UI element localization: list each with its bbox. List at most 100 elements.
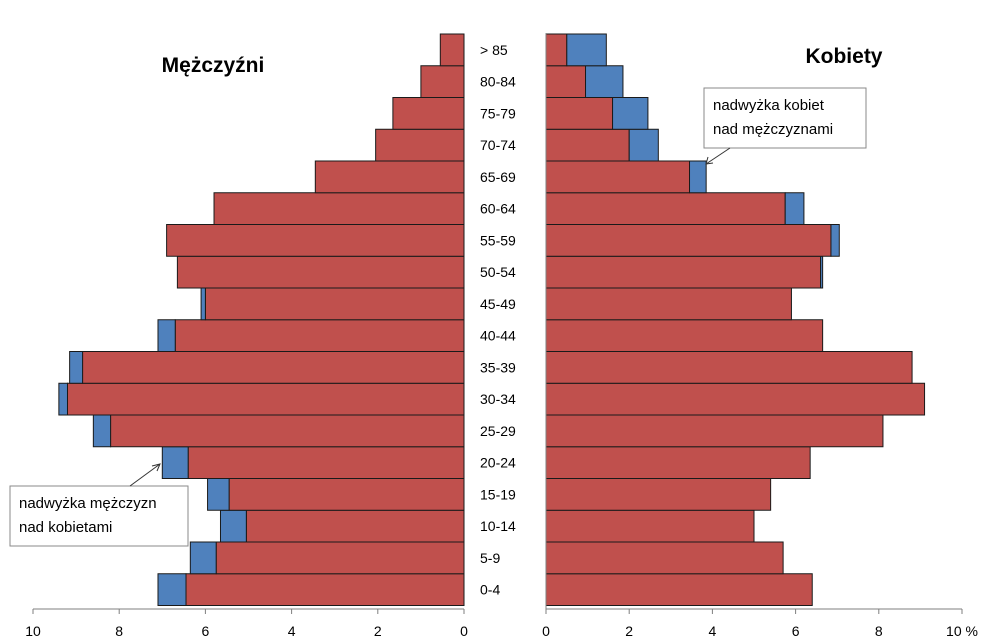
male-bar-35-39 — [82, 351, 465, 384]
male-bar-65-69 — [314, 160, 465, 194]
male-surplus-bar-0-4 — [157, 573, 187, 606]
female-tick-label: 6 — [792, 623, 800, 639]
category-label-25-29: 25-29 — [480, 423, 516, 439]
male-bar-70-74 — [375, 128, 465, 162]
male-surplus-bar-45-49 — [200, 287, 206, 321]
male-surplus-bar-35-39 — [69, 351, 84, 384]
annotation-box — [9, 485, 189, 547]
female-bar-20-24 — [545, 446, 811, 479]
male-surplus-bar-15-19 — [207, 478, 230, 511]
annotation-male-surplus: nadwyżka mężczyzn nad kobietami — [9, 463, 189, 547]
annotation-arrowhead — [151, 463, 161, 472]
category-labels: 0-4 5-9 10-14 15-19 20-24 25-29 30-34 35-39 40-4… — [480, 42, 516, 598]
female-surplus-bar-75-79 — [612, 97, 649, 130]
female-surplus-bar-70-74 — [628, 128, 659, 162]
female-bar-60-64 — [545, 192, 786, 225]
female-bar-55-59 — [545, 224, 832, 257]
female-bar-45-49 — [545, 287, 792, 321]
male-tick-label: 10 — [25, 623, 41, 639]
male-bar-25-29 — [110, 414, 465, 448]
category-label-45-49: 45-49 — [480, 296, 516, 312]
bars-layer — [58, 33, 926, 606]
annotation-line-2: nad kobietami — [19, 519, 112, 536]
female-tick-label: 8 — [875, 623, 883, 639]
female-bar-5-9 — [545, 541, 784, 575]
male-bar-75-79 — [392, 97, 465, 130]
female-tick-label: 2 — [625, 623, 633, 639]
male-bar-80-84 — [420, 65, 465, 98]
category-label-35-39: 35-39 — [480, 359, 516, 375]
female-title: Kobiety — [805, 45, 882, 68]
female-bar-65-69 — [545, 160, 691, 194]
female-surplus-bar-80-84 — [585, 65, 624, 98]
category-label-65-69: 65-69 — [480, 169, 516, 185]
category-label-80-84: 80-84 — [480, 74, 516, 90]
category-label-> 85: > 85 — [480, 42, 508, 58]
male-bar-30-34 — [66, 382, 465, 416]
annotation-line-2: nad mężczyznami — [713, 121, 833, 138]
female-bar-80-84 — [545, 65, 587, 98]
male-title: Mężczyźni — [162, 54, 265, 77]
male-tick-label: 4 — [288, 623, 296, 639]
female-bar-10-14 — [545, 509, 755, 543]
category-label-70-74: 70-74 — [480, 137, 516, 153]
male-surplus-bar-25-29 — [92, 414, 112, 448]
category-label-5-9: 5-9 — [480, 550, 500, 566]
female-bar-0-4 — [545, 573, 813, 606]
male-bar-> 85 — [439, 33, 465, 67]
category-label-75-79: 75-79 — [480, 105, 516, 121]
male-bar-20-24 — [187, 446, 465, 479]
female-bar-70-74 — [545, 128, 630, 162]
male-bar-5-9 — [215, 541, 465, 575]
male-surplus-bar-5-9 — [189, 541, 217, 575]
female-tick-label: 4 — [709, 623, 717, 639]
male-bar-15-19 — [228, 478, 465, 511]
category-label-55-59: 55-59 — [480, 232, 516, 248]
annotation-arrowhead — [705, 156, 714, 165]
female-surplus-bar-65-69 — [689, 160, 707, 194]
category-label-0-4: 0-4 — [480, 582, 500, 598]
male-tick-label: 8 — [115, 623, 123, 639]
male-tick-label: 6 — [202, 623, 210, 639]
male-bar-0-4 — [185, 573, 465, 606]
male-bar-50-54 — [176, 255, 465, 289]
male-bar-55-59 — [166, 224, 465, 257]
male-bar-60-64 — [213, 192, 465, 225]
female-tick-label: 10 % — [946, 623, 978, 639]
axes-layer: 10 8 6 4 2 0 0 2 4 6 8 10 % — [25, 34, 978, 639]
category-label-20-24: 20-24 — [480, 455, 516, 471]
female-surplus-bar-50-54 — [820, 255, 824, 289]
female-bar-75-79 — [545, 97, 614, 130]
female-bar-40-44 — [545, 319, 824, 352]
male-surplus-bar-20-24 — [161, 446, 189, 479]
annotation-female-surplus: nadwyżka kobiet nad mężczyznami — [703, 87, 867, 165]
female-tick-label: 0 — [542, 623, 550, 639]
female-surplus-bar-> 85 — [566, 33, 607, 67]
female-surplus-bar-55-59 — [830, 224, 840, 257]
category-label-15-19: 15-19 — [480, 486, 516, 502]
annotation-arrow — [705, 147, 731, 165]
male-surplus-bar-40-44 — [157, 319, 176, 352]
male-tick-label: 0 — [460, 623, 468, 639]
category-label-60-64: 60-64 — [480, 201, 516, 217]
category-label-50-54: 50-54 — [480, 264, 516, 280]
male-surplus-bar-10-14 — [219, 509, 247, 543]
female-surplus-bar-60-64 — [784, 192, 805, 225]
female-bar-35-39 — [545, 351, 913, 384]
category-label-10-14: 10-14 — [480, 518, 516, 534]
male-surplus-bar-30-34 — [58, 382, 68, 416]
annotation-line-1: nadwyżka kobiet — [713, 97, 825, 114]
category-label-40-44: 40-44 — [480, 328, 516, 344]
annotation-box — [703, 87, 867, 149]
female-bar-50-54 — [545, 255, 822, 289]
male-bar-10-14 — [245, 509, 465, 543]
male-bar-45-49 — [204, 287, 465, 321]
female-bar-15-19 — [545, 478, 772, 511]
male-bar-40-44 — [174, 319, 465, 352]
annotation-line-1: nadwyżka mężczyzn — [19, 495, 157, 512]
female-bar-30-34 — [545, 382, 926, 416]
female-bar-25-29 — [545, 414, 884, 448]
female-bar-> 85 — [545, 33, 568, 67]
annotation-arrow — [129, 463, 161, 487]
